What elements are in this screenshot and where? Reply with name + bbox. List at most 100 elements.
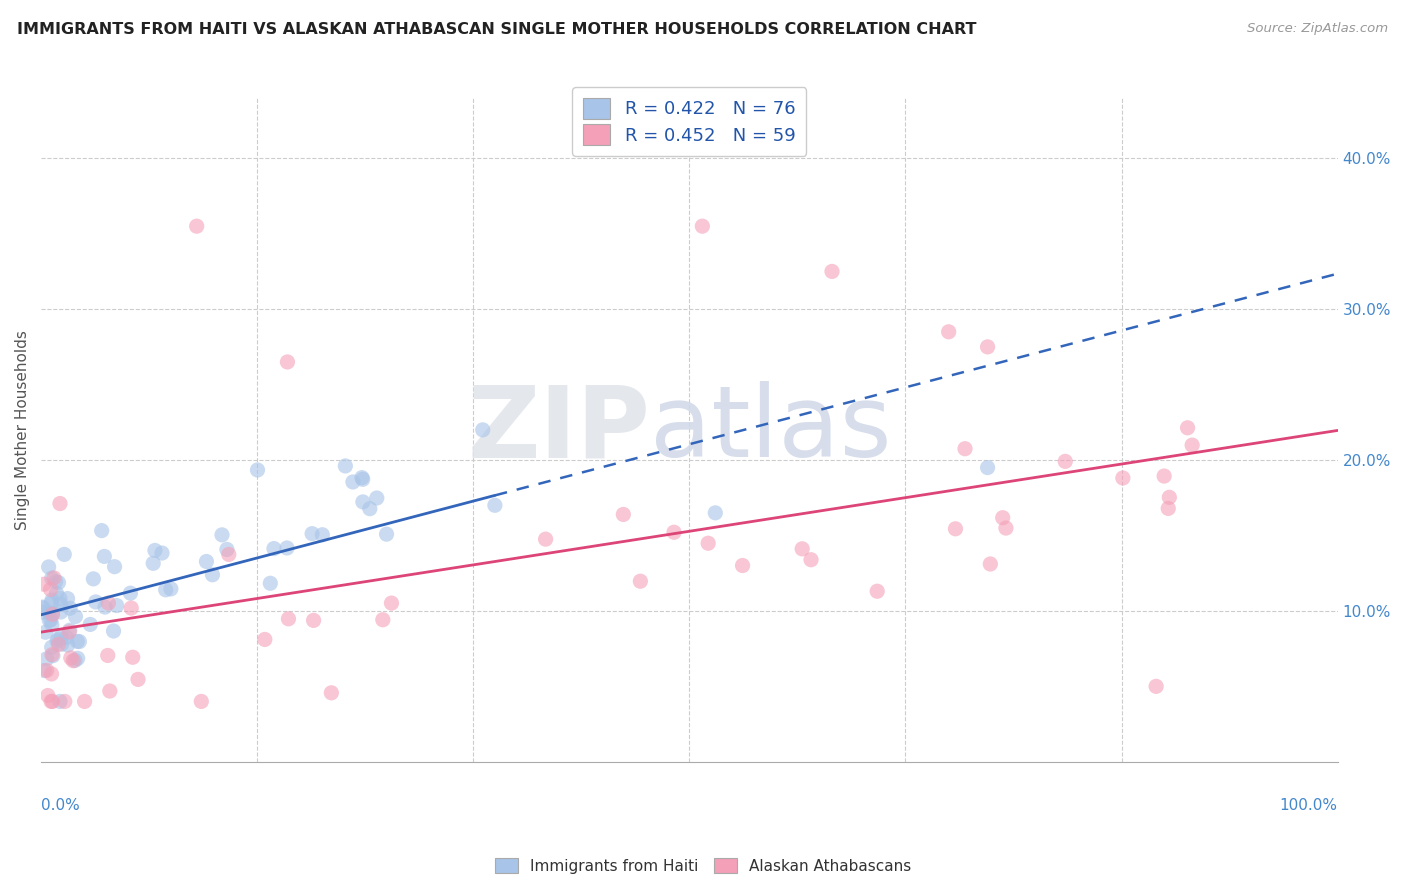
Point: [66, 634, 89, 648]
Point: [37, 689, 59, 703]
Point: [143, 543, 166, 558]
Point: [66, 651, 89, 665]
Point: [39, 582, 62, 597]
Point: [352, 472, 374, 486]
Point: [38, 614, 60, 628]
Point: [976, 340, 998, 354]
Point: [93, 549, 115, 564]
Point: [79, 617, 101, 632]
Point: [39, 694, 62, 708]
Point: [800, 553, 823, 567]
Point: [976, 460, 998, 475]
Point: [84, 595, 107, 609]
Point: [1177, 421, 1199, 435]
Point: [55, 631, 77, 645]
Text: Source: ZipAtlas.com: Source: ZipAtlas.com: [1247, 22, 1388, 36]
Text: ZIP: ZIP: [468, 382, 651, 478]
Text: atlas: atlas: [651, 382, 891, 478]
Point: [48, 637, 70, 651]
Point: [105, 599, 128, 613]
Point: [991, 510, 1014, 524]
Point: [58, 624, 80, 639]
Point: [42, 648, 65, 663]
Point: [41, 571, 63, 585]
Point: [35, 664, 58, 678]
Point: [321, 686, 343, 700]
Point: [73, 694, 96, 708]
Point: [103, 559, 125, 574]
Point: [612, 508, 634, 522]
Point: [142, 557, 165, 571]
Point: [953, 442, 976, 456]
Point: [38, 560, 60, 574]
Point: [65, 609, 87, 624]
Point: [67, 634, 90, 648]
Point: [41, 667, 63, 681]
Point: [41, 607, 63, 621]
Point: [628, 574, 651, 589]
Point: [42, 571, 65, 585]
Point: [979, 557, 1001, 571]
Point: [82, 572, 104, 586]
Point: [1157, 501, 1180, 516]
Point: [53, 548, 76, 562]
Point: [342, 475, 364, 489]
Point: [38, 606, 60, 620]
Point: [56, 638, 79, 652]
Point: [1181, 438, 1204, 452]
Point: [350, 470, 373, 484]
Point: [484, 498, 506, 512]
Point: [375, 527, 398, 541]
Point: [39, 613, 62, 627]
Point: [97, 596, 120, 610]
Y-axis label: Single Mother Households: Single Mother Households: [15, 330, 30, 530]
Point: [49, 605, 72, 619]
Point: [46, 634, 69, 648]
Point: [195, 554, 218, 568]
Point: [98, 684, 121, 698]
Point: [246, 463, 269, 477]
Point: [150, 546, 173, 560]
Point: [103, 624, 125, 638]
Point: [120, 586, 142, 600]
Point: [471, 423, 494, 437]
Legend: R = 0.422   N = 76, R = 0.452   N = 59: R = 0.422 N = 76, R = 0.452 N = 59: [572, 87, 807, 156]
Legend: Immigrants from Haiti, Alaskan Athabascans: Immigrants from Haiti, Alaskan Athabasca…: [489, 852, 917, 880]
Point: [821, 264, 844, 278]
Point: [218, 548, 240, 562]
Point: [371, 613, 394, 627]
Point: [994, 521, 1017, 535]
Point: [380, 596, 402, 610]
Point: [692, 219, 714, 234]
Point: [53, 694, 76, 708]
Point: [45, 574, 67, 589]
Point: [1144, 679, 1167, 693]
Text: IMMIGRANTS FROM HAITI VS ALASKAN ATHABASCAN SINGLE MOTHER HOUSEHOLDS CORRELATION: IMMIGRANTS FROM HAITI VS ALASKAN ATHABAS…: [17, 22, 976, 37]
Point: [41, 593, 63, 607]
Point: [792, 541, 814, 556]
Point: [938, 325, 960, 339]
Point: [253, 632, 276, 647]
Point: [215, 542, 238, 557]
Point: [32, 577, 55, 591]
Point: [359, 501, 381, 516]
Point: [366, 491, 388, 505]
Point: [59, 651, 82, 665]
Point: [731, 558, 754, 573]
Point: [352, 495, 374, 509]
Point: [311, 527, 333, 541]
Point: [49, 497, 72, 511]
Point: [39, 596, 62, 610]
Point: [1159, 491, 1181, 505]
Point: [34, 625, 56, 640]
Point: [59, 623, 82, 637]
Point: [277, 612, 299, 626]
Point: [49, 694, 72, 708]
Point: [31, 600, 53, 615]
Text: 0.0%: 0.0%: [41, 798, 80, 814]
Point: [190, 694, 212, 708]
Point: [59, 601, 82, 615]
Point: [127, 673, 149, 687]
Point: [62, 654, 84, 668]
Point: [41, 607, 63, 622]
